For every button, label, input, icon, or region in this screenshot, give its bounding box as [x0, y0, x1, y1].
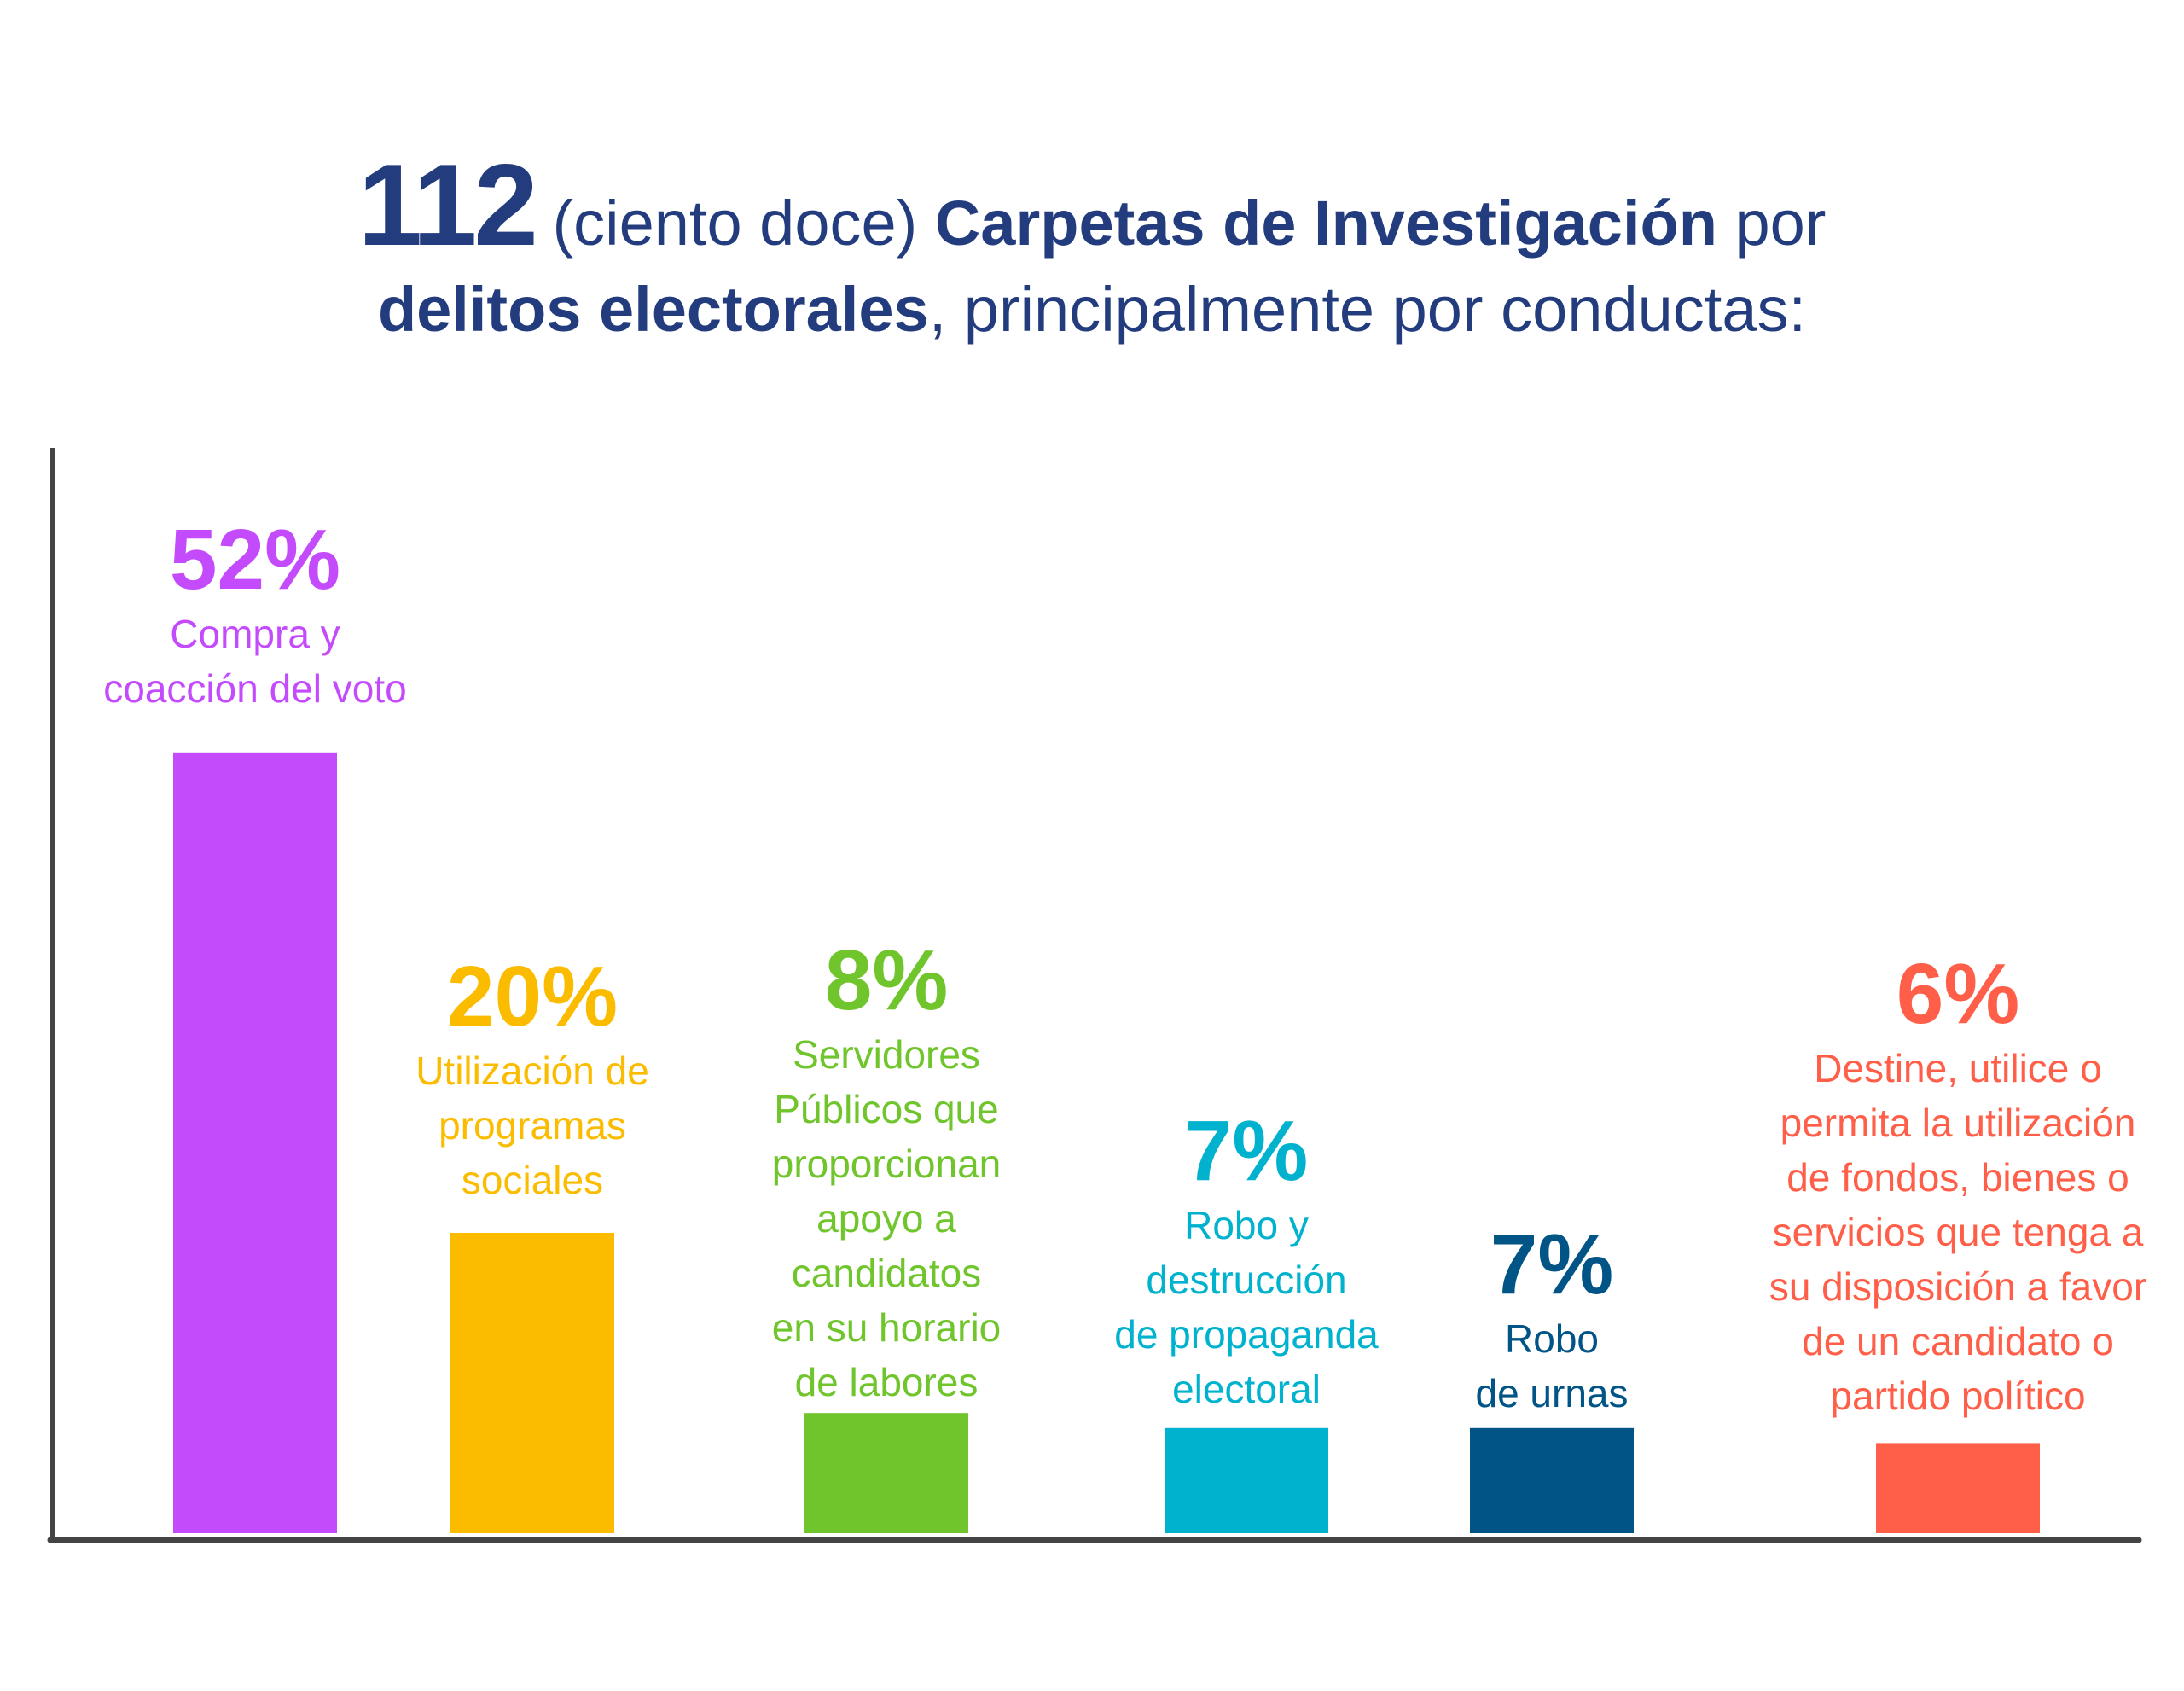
bar-label-group: 6% Destine, utilice o permita la utilizac… — [1736, 947, 2180, 1423]
bar-label-group: 7% Robo y destrucción de propaganda elect… — [1025, 1104, 1468, 1416]
title-text-1: por — [1716, 188, 1827, 259]
category-label: Utilización de programas sociales — [415, 1049, 649, 1202]
chart-title-line-1: 112 (ciento doce) Carpetas de Investigac… — [0, 141, 2184, 288]
total-count-words: (ciento doce) — [552, 188, 918, 259]
data-label: 6% — [1896, 946, 2020, 1042]
total-count: 112 — [357, 140, 538, 270]
bar — [1876, 1443, 2040, 1533]
bar-label-group: 8% Servidores Públicos que proporcionan a… — [665, 933, 1108, 1409]
data-label: 8% — [824, 933, 949, 1028]
bar — [173, 752, 337, 1533]
title-bold-1: Carpetas de Investigación — [934, 188, 1717, 259]
bar-label-group: 20% Utilización de programas sociales — [311, 950, 754, 1207]
bar-label-group: 7% Robo de urnas — [1330, 1217, 1774, 1421]
category-label: Robo y destrucción de propaganda elector… — [1114, 1203, 1379, 1411]
bar — [450, 1233, 614, 1533]
bar — [1470, 1427, 1634, 1533]
bar — [804, 1413, 968, 1533]
bar — [1165, 1427, 1328, 1533]
category-label: Compra y coacción del voto — [103, 612, 407, 711]
category-label: Destine, utilice o permita la utilizació… — [1769, 1046, 2147, 1418]
chart-title-line-2: delitos electorales, principalmente por … — [0, 271, 2184, 348]
data-label: 7% — [1184, 1103, 1309, 1199]
data-label: 52% — [169, 512, 341, 607]
data-label: 7% — [1490, 1217, 1614, 1312]
title-text-2: , principalmente por conductas: — [928, 274, 1807, 345]
title-bold-2: delitos electorales — [377, 274, 929, 345]
category-label: Servidores Públicos que proporcionan apo… — [771, 1032, 1002, 1404]
bar-label-group: 52% Compra y coacción del voto — [33, 513, 477, 716]
category-label: Robo de urnas — [1475, 1316, 1629, 1415]
data-label: 20% — [446, 949, 619, 1044]
